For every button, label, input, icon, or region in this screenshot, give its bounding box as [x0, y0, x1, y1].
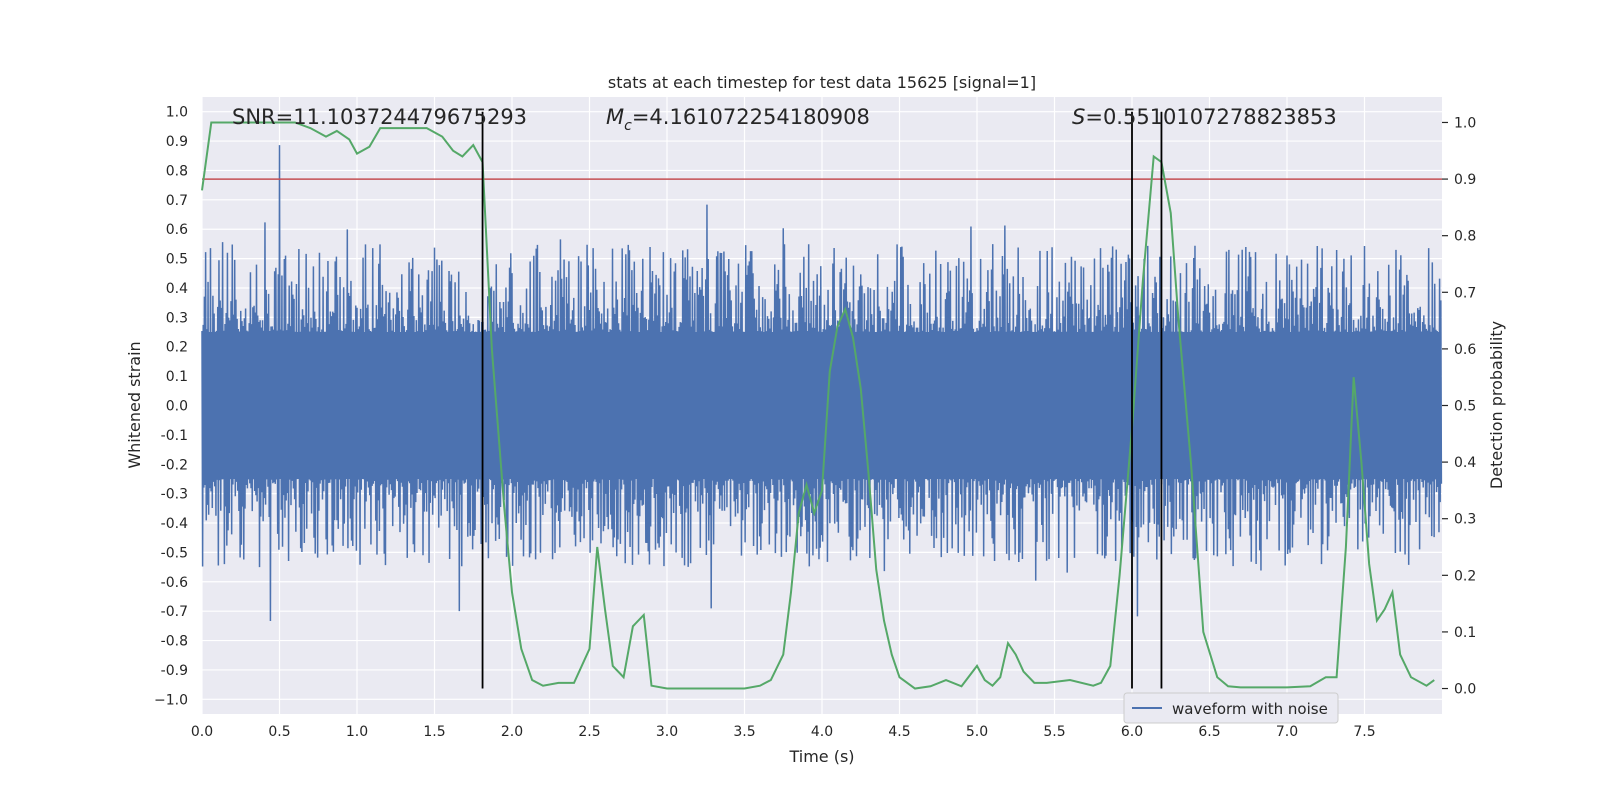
legend: waveform with noise — [1123, 692, 1339, 724]
legend-box — [1123, 692, 1339, 724]
y-left-tick-label: -0.1 — [161, 428, 188, 444]
y-left-tick-label: -0.2 — [161, 457, 188, 473]
y-left-tick-label: 0.6 — [166, 222, 188, 238]
vertical-markers — [481, 111, 1163, 689]
y-left-tick-label: -0.4 — [161, 516, 188, 532]
y-left-tick-label: 0.3 — [166, 310, 188, 326]
x-tick-label: 3.5 — [733, 724, 755, 740]
chirp-mass-subscript: c — [624, 118, 632, 134]
y-left-tick-label: 1.0 — [166, 105, 188, 121]
x-tick-label: 2.0 — [501, 724, 523, 740]
y-left-tick-label: 0.9 — [166, 134, 188, 150]
strain-series-line — [201, 145, 1443, 621]
probability-series-group — [201, 121, 1435, 690]
x-tick-label: 0.0 — [191, 724, 213, 740]
y-right-tick-label: 1.0 — [1454, 115, 1476, 131]
y-left-tick-label: -0.3 — [161, 487, 188, 503]
y-left-tick-label: -0.6 — [161, 575, 188, 591]
y-right-tick-label: 0.0 — [1454, 682, 1476, 698]
chirp-mass-symbol: M — [606, 105, 624, 129]
y-right-axis-ticks: 1.0 0.9 0.8 0.7 0.6 0.5 0.4 0.3 0.2 0.1 0.0 — [1442, 115, 1476, 698]
spin-annotation: S=0.5510107278823853 — [1072, 105, 1337, 129]
x-tick-label: 7.5 — [1353, 724, 1375, 740]
y-left-axis-ticks: 1.0 0.9 0.8 0.7 0.6 0.5 0.4 0.3 0.2 0.1 0.0 -0.1 -0.… — [154, 105, 188, 709]
x-tick-label: 3.0 — [656, 724, 678, 740]
chirp-mass-annotation: Mc=4.161072254180908 — [606, 105, 870, 134]
y-right-tick-label: 0.8 — [1454, 229, 1476, 245]
x-tick-label: 5.0 — [966, 724, 988, 740]
x-tick-label: 6.5 — [1198, 724, 1220, 740]
y-left-tick-label: 0.7 — [166, 193, 188, 209]
x-tick-label: 6.0 — [1121, 724, 1143, 740]
y-left-tick-label: -0.9 — [161, 663, 188, 679]
y-right-tick-label: 0.4 — [1454, 455, 1476, 471]
x-tick-label: 4.0 — [811, 724, 833, 740]
snr-annotation: SNR=11.103724479675293 — [232, 105, 527, 129]
x-tick-label: 7.0 — [1276, 724, 1298, 740]
chart-title: stats at each timestep for test data 156… — [608, 73, 1036, 92]
y-right-tick-label: 0.5 — [1454, 399, 1476, 415]
y-right-tick-label: 0.2 — [1454, 568, 1476, 584]
x-tick-label: 0.5 — [268, 724, 290, 740]
chirp-mass-value: =4.161072254180908 — [632, 105, 870, 129]
y-left-tick-label: −1.0 — [154, 692, 188, 708]
y-left-tick-label: 0.4 — [166, 281, 188, 297]
y-left-tick-label: 0.8 — [166, 163, 188, 179]
y-left-tick-label: -0.5 — [161, 545, 188, 561]
x-tick-label: 2.5 — [578, 724, 600, 740]
x-axis-ticks: 0.0 0.5 1.0 1.5 2.0 2.5 3.0 3.5 4.0 4.5 5.0 5.5 6.0 6… — [191, 724, 1376, 740]
x-tick-label: 1.5 — [423, 724, 445, 740]
x-axis-label: Time (s) — [788, 747, 854, 766]
y-right-tick-label: 0.7 — [1454, 285, 1476, 301]
y-right-tick-label: 0.9 — [1454, 172, 1476, 188]
y-right-tick-label: 0.3 — [1454, 512, 1476, 528]
probability-series-line — [201, 121, 1435, 690]
y-right-tick-label: 0.6 — [1454, 342, 1476, 358]
y-left-tick-label: 0.1 — [166, 369, 188, 385]
y-left-tick-label: -0.8 — [161, 634, 188, 650]
y-left-tick-label: 0.2 — [166, 340, 188, 356]
spin-symbol: S — [1072, 105, 1085, 129]
x-tick-label: 4.5 — [888, 724, 910, 740]
y-left-tick-label: 0.0 — [166, 399, 188, 415]
spin-value: =0.5510107278823853 — [1085, 105, 1336, 129]
x-tick-label: 5.5 — [1043, 724, 1065, 740]
y-left-axis-label: Whitened strain — [125, 341, 144, 468]
y-right-tick-label: 0.1 — [1454, 625, 1476, 641]
x-tick-label: 1.0 — [346, 724, 368, 740]
y-left-tick-label: -0.7 — [161, 604, 188, 620]
y-left-tick-label: 0.5 — [166, 252, 188, 268]
strain-series — [201, 145, 1443, 621]
y-right-axis-label: Detection probability — [1487, 321, 1506, 489]
legend-label: waveform with noise — [1172, 700, 1328, 718]
